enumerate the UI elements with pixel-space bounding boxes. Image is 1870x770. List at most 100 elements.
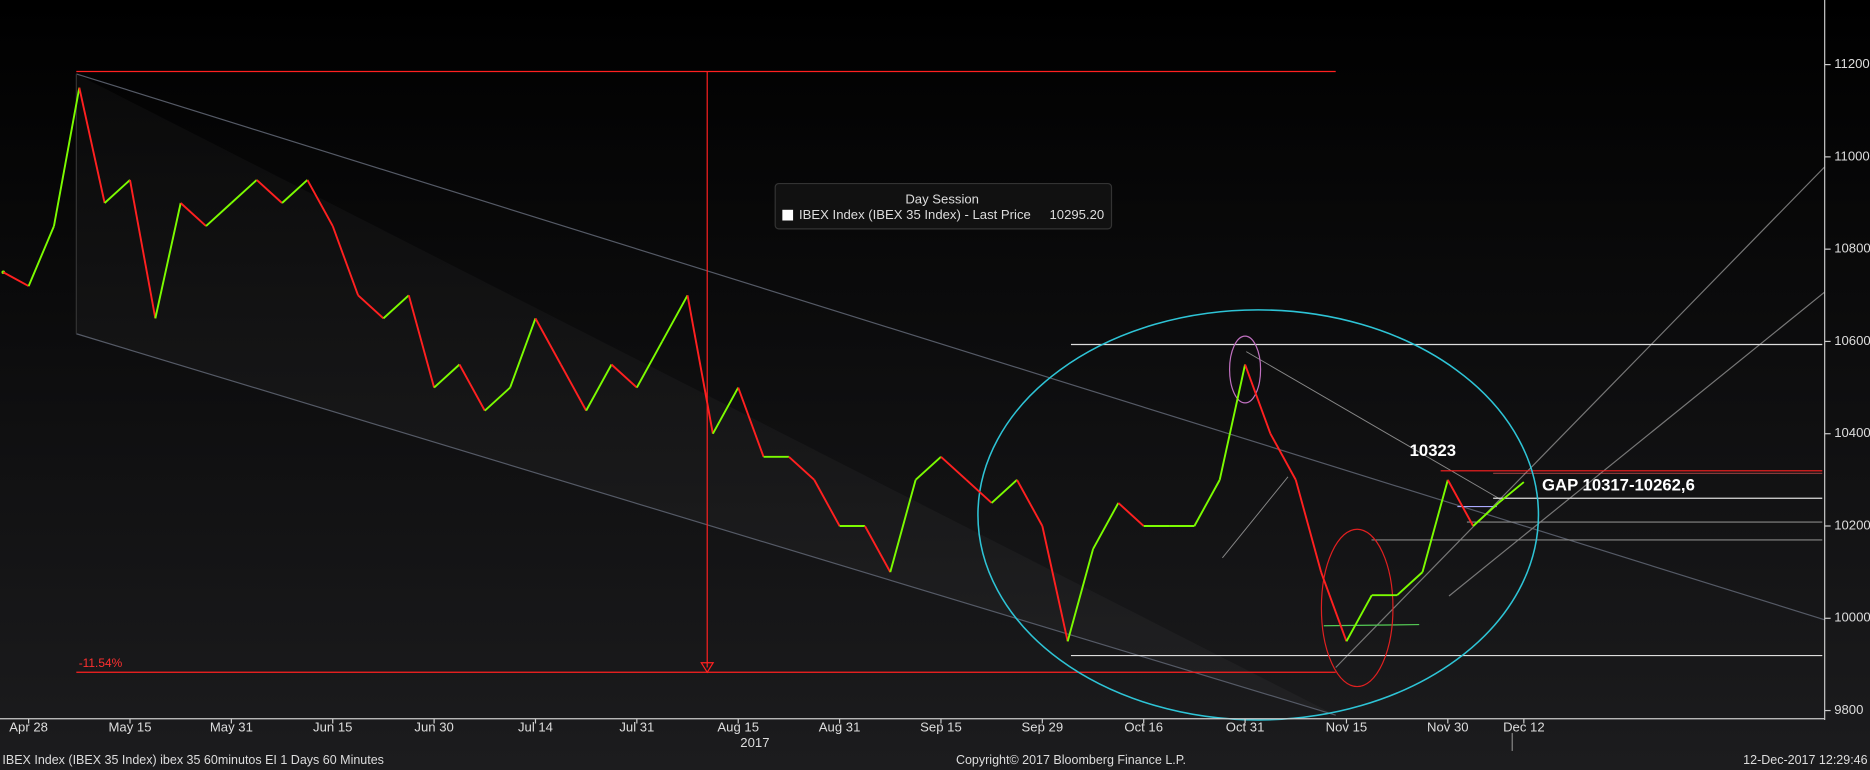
x-tick-label: Sep 15 — [920, 720, 962, 735]
y-tick-label: 10600 — [1834, 333, 1870, 348]
x-tick-label: Apr 28 — [9, 720, 48, 735]
price-segment — [1193, 479, 1221, 527]
legend-swatch — [782, 209, 794, 221]
price-segment — [357, 294, 385, 320]
price-segment — [27, 225, 55, 287]
price-segment — [610, 363, 638, 389]
price-segment — [154, 202, 182, 319]
price-segment — [1446, 479, 1474, 527]
x-tick-label: Nov 30 — [1427, 720, 1469, 735]
price-segment — [1396, 571, 1424, 596]
x-tick-label: May 31 — [210, 720, 253, 735]
price-segment — [1218, 364, 1247, 481]
channel-line — [76, 73, 1825, 621]
price-segment — [1244, 364, 1272, 435]
price-segment — [104, 179, 131, 204]
highlight-ellipse — [1228, 335, 1262, 404]
x-tick-label: Aug 31 — [819, 720, 861, 735]
price-segment — [78, 87, 106, 204]
price-segment — [331, 225, 359, 296]
footer-right: 12-Dec-2017 12:29:46 — [1743, 753, 1867, 767]
highlight-ellipse — [977, 309, 1540, 721]
price-segment — [1320, 571, 1348, 642]
price-segment — [230, 179, 258, 204]
price-segment — [1066, 548, 1094, 642]
highlight-ellipse — [1320, 528, 1394, 688]
price-segment — [991, 479, 1018, 504]
legend-entry: IBEX Index (IBEX 35 Index) - Last Price — [799, 207, 1031, 222]
y-tick-label: 11000 — [1834, 148, 1869, 163]
x-tick-label: Jul 31 — [619, 720, 654, 735]
price-segment — [914, 456, 942, 481]
price-segment — [1294, 479, 1323, 573]
price-segment — [1472, 502, 1500, 527]
annotation: GAP 10317-10262,6 — [1542, 476, 1695, 495]
price-segment — [534, 317, 562, 365]
price-segment — [129, 179, 157, 319]
price-segment — [788, 456, 815, 481]
legend-box — [774, 182, 1113, 230]
price-segment — [1016, 479, 1044, 527]
annotation: -11.54% — [79, 656, 123, 670]
price-segment — [180, 202, 207, 227]
price-segment — [2, 271, 30, 287]
price-segment — [889, 479, 917, 573]
price-segment — [281, 179, 309, 204]
trend-line — [1448, 291, 1826, 597]
price-segment — [382, 294, 410, 320]
price-segment — [686, 295, 714, 434]
price-segment — [1497, 481, 1525, 504]
trend-line — [1335, 166, 1826, 668]
x-tick-label: Jul 14 — [518, 720, 553, 735]
price-segment — [484, 386, 511, 412]
x-tick-label: Aug 15 — [717, 720, 759, 735]
price-segment — [661, 294, 689, 342]
price-segment — [1117, 502, 1145, 527]
price-segment — [53, 87, 81, 227]
y-tick-label: 10800 — [1834, 241, 1870, 256]
price-segment — [636, 340, 664, 389]
footer-center: Copyright© 2017 Bloomberg Finance L.P. — [956, 753, 1186, 767]
price-segment — [965, 479, 993, 504]
drop-arrow — [700, 662, 715, 674]
legend-title: Day Session — [905, 192, 979, 207]
annotation: 10323 — [1410, 441, 1456, 460]
price-segment — [407, 295, 436, 388]
price-segment — [1269, 433, 1297, 481]
channel-line — [76, 333, 1336, 716]
legend-last-price: 10295.20 — [1049, 207, 1104, 222]
price-segment — [585, 364, 613, 412]
x-tick-label: Nov 15 — [1326, 720, 1368, 735]
y-tick-label: 10200 — [1834, 517, 1870, 532]
x-tick-label: Oct 16 — [1124, 720, 1163, 735]
footer-left: IBEX Index (IBEX 35 Index) ibex 35 60min… — [2, 753, 384, 767]
price-segment — [1092, 502, 1120, 550]
y-tick-label: 9800 — [1834, 702, 1863, 717]
price-segment — [306, 179, 334, 227]
price-segment — [813, 479, 841, 527]
x-tick-label: Jun 15 — [313, 720, 352, 735]
x-tick-label: Oct 31 — [1226, 720, 1265, 735]
y-tick-label: 10400 — [1834, 425, 1870, 440]
price-segment — [1345, 594, 1373, 642]
price-segment — [940, 456, 967, 481]
y-tick-label: 11200 — [1834, 56, 1869, 71]
x-tick-label: May 15 — [108, 720, 151, 735]
price-segment — [737, 387, 765, 458]
trend-line — [1222, 476, 1289, 559]
price-segment — [559, 364, 588, 412]
price-segment — [509, 318, 537, 388]
price-segment — [864, 525, 892, 573]
price-segment — [1421, 479, 1449, 573]
year-label: 2017 — [740, 735, 769, 750]
y-tick-label: 10000 — [1834, 610, 1870, 625]
trend-line — [1246, 351, 1503, 502]
price-segment — [205, 202, 233, 227]
price-segment — [458, 364, 486, 412]
price-segment — [1041, 525, 1069, 642]
price-segment — [712, 387, 740, 435]
x-tick-label: Sep 29 — [1022, 720, 1064, 735]
